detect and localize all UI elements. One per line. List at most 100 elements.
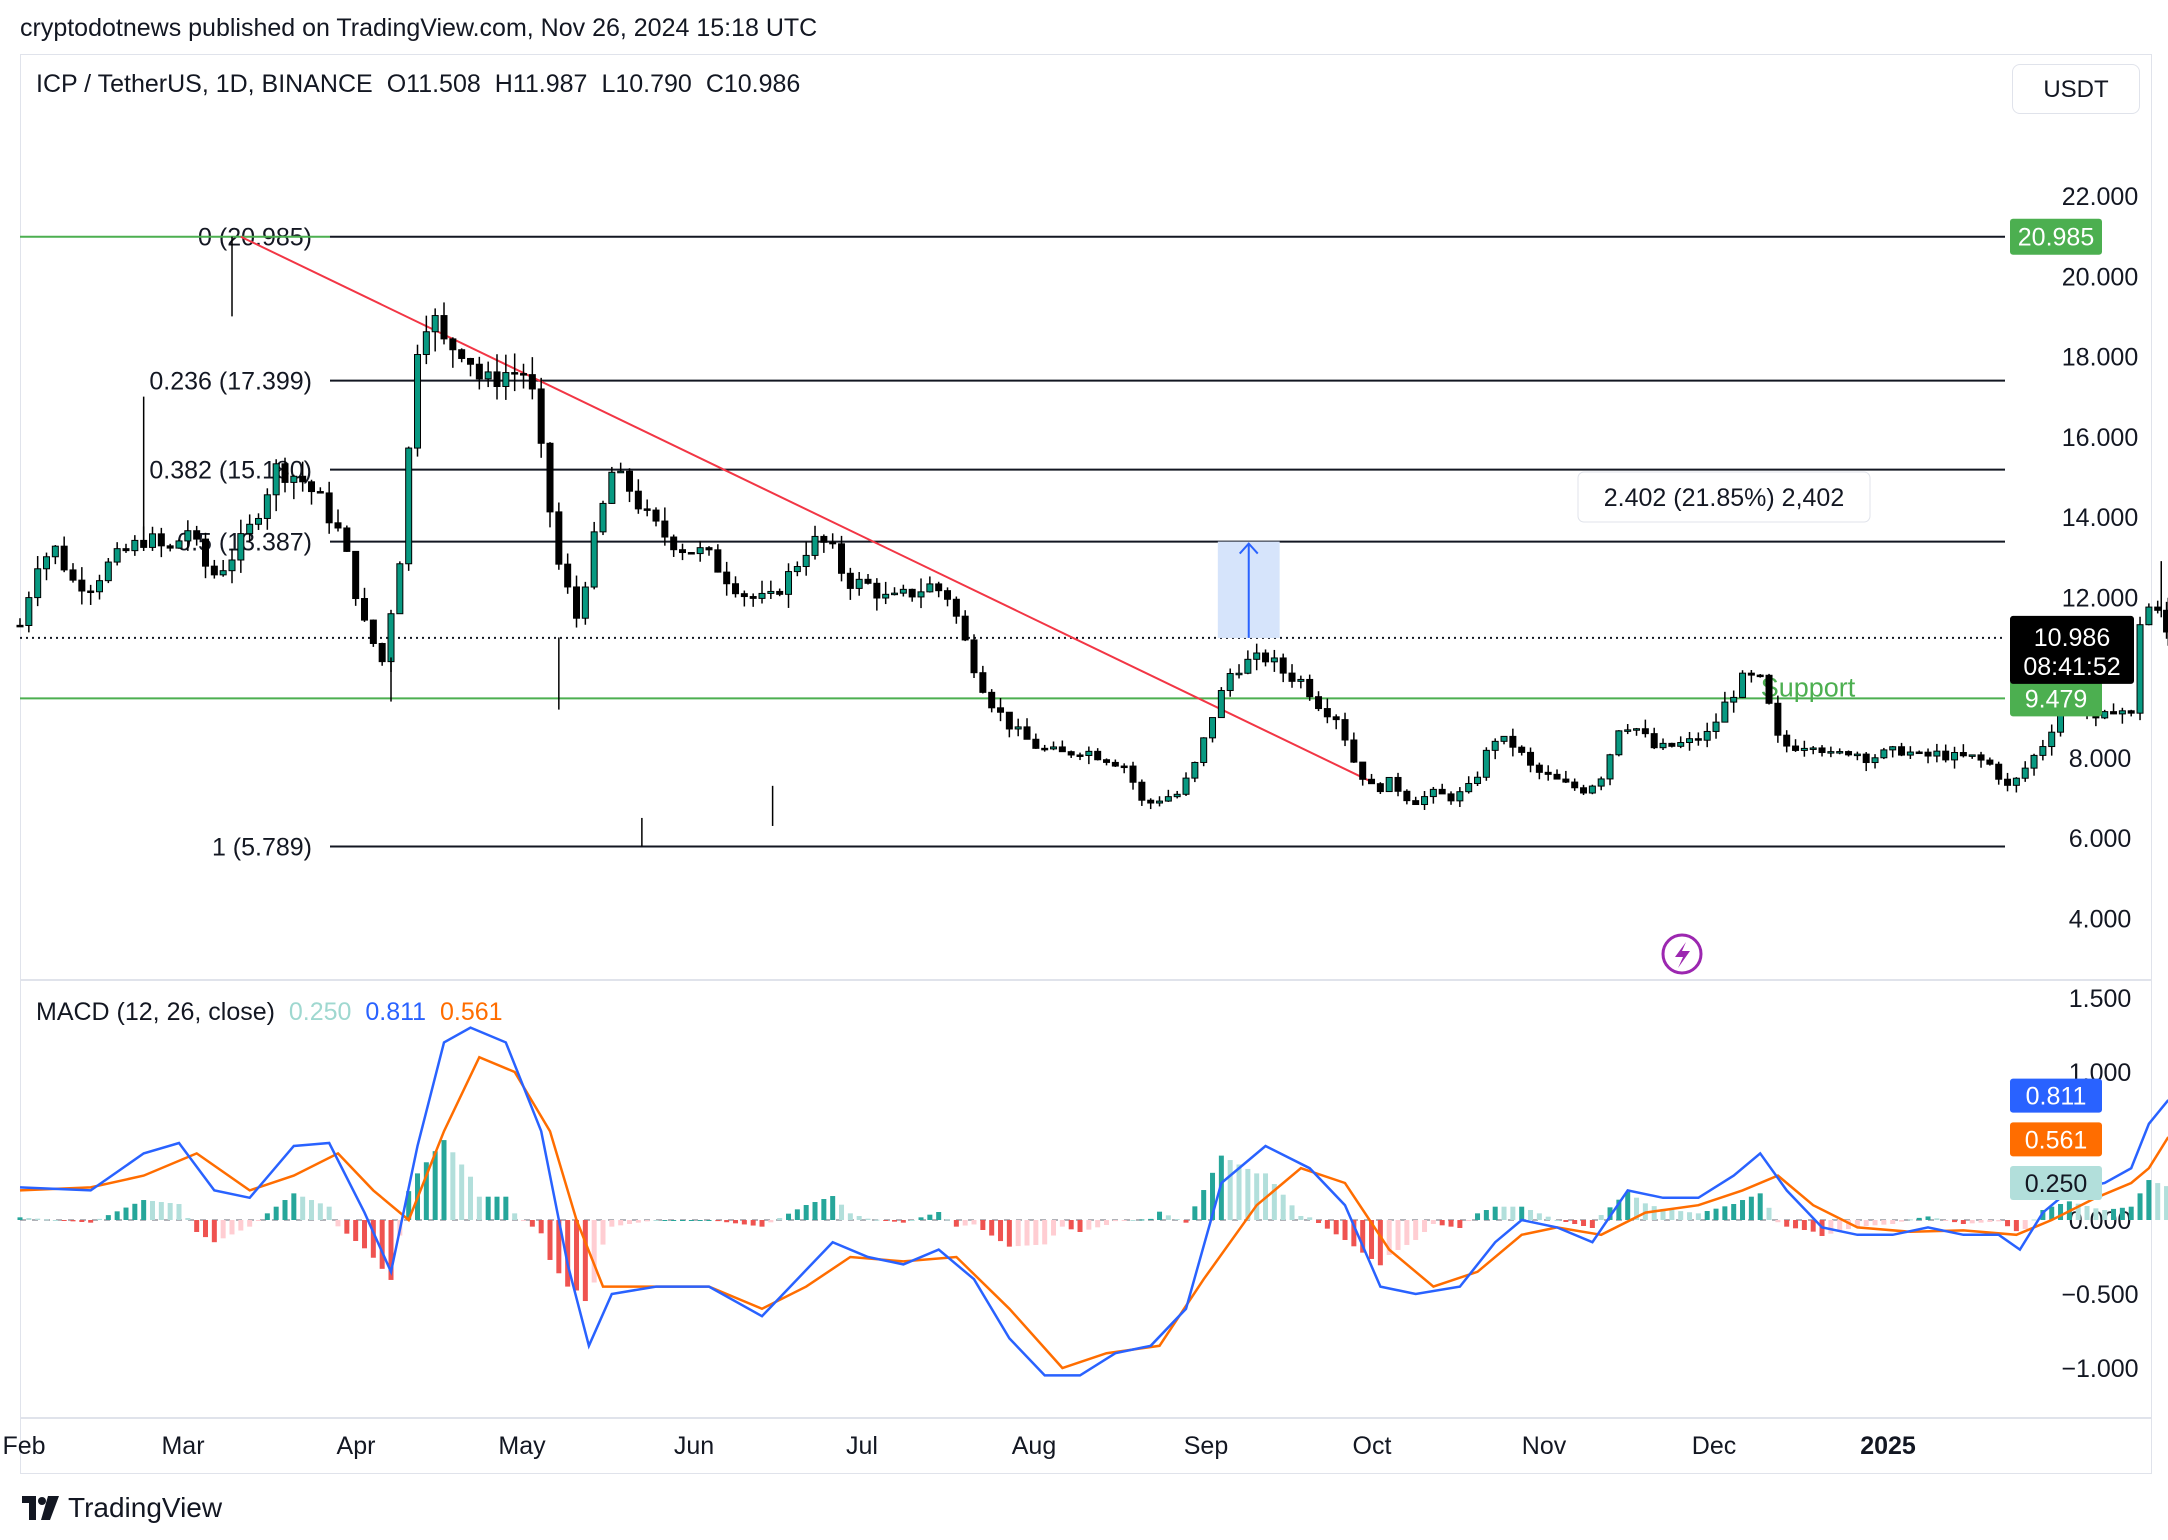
candle-down <box>520 373 528 376</box>
histogram-bar <box>574 1220 580 1291</box>
histogram-bar <box>1978 1220 1984 1223</box>
currency-button[interactable]: USDT <box>2012 64 2140 114</box>
candle-up <box>1500 735 1508 742</box>
histogram-bar <box>1077 1220 1083 1232</box>
histogram-bar <box>1828 1220 1834 1234</box>
candle-down <box>369 619 377 644</box>
histogram-bar <box>653 1220 659 1221</box>
histogram-bar <box>1740 1200 1746 1220</box>
candle-down <box>1862 753 1870 764</box>
candle-up <box>696 547 704 555</box>
histogram-bar <box>423 1162 429 1220</box>
histogram-bar <box>1157 1211 1163 1220</box>
histogram-bar <box>741 1220 747 1225</box>
histogram-bar <box>1033 1220 1039 1245</box>
macd-title[interactable]: MACD (12, 26, close) <box>36 998 275 1026</box>
price-badge-bg <box>2010 680 2102 717</box>
histogram-bar <box>52 1220 58 1221</box>
histogram-bar <box>909 1220 915 1221</box>
histogram-bar <box>1510 1206 1516 1220</box>
candle-up <box>51 545 59 558</box>
histogram-bar <box>1183 1220 1189 1223</box>
histogram-bar <box>1907 1219 1913 1221</box>
candle-up <box>131 539 139 552</box>
candle-down <box>157 533 165 547</box>
candle-up <box>891 592 899 596</box>
candle-down <box>202 538 210 567</box>
candle-down <box>1898 746 1906 756</box>
macd-legend: MACD (12, 26, close) 0.250 0.811 0.561 <box>36 998 503 1027</box>
histogram-bar <box>1369 1220 1375 1259</box>
histogram-bar <box>1316 1220 1322 1223</box>
candle-down <box>1818 747 1826 754</box>
histogram-bar <box>1139 1219 1145 1221</box>
candle-up <box>1482 749 1490 778</box>
candle-up <box>1906 751 1914 756</box>
histogram-bar <box>282 1200 288 1220</box>
measure-label: 2.402 (21.85%) 2,402 <box>1604 484 1844 512</box>
histogram-bar <box>1086 1220 1092 1230</box>
candle-up <box>1633 728 1641 731</box>
histogram-bar <box>786 1213 792 1220</box>
histogram-bar <box>1210 1172 1216 1220</box>
candle-down <box>1509 735 1517 748</box>
histogram-bar <box>1660 1208 1666 1220</box>
histogram-bar <box>1059 1220 1065 1227</box>
histogram-bar <box>1201 1190 1207 1220</box>
histogram-bar <box>1793 1220 1799 1229</box>
last-price-badge-bg <box>2010 615 2134 684</box>
histogram-bar <box>1731 1204 1737 1220</box>
candle-down <box>1544 771 1552 775</box>
tradingview-logo[interactable]: TradingView <box>22 1492 222 1524</box>
candle-up <box>219 570 227 576</box>
candle-up <box>104 561 112 582</box>
histogram-bar <box>1422 1220 1428 1232</box>
histogram-bar <box>1501 1206 1507 1220</box>
symbol-label[interactable]: ICP / TetherUS, 1D, BINANCE <box>36 70 373 98</box>
last-price-value: 10.986 <box>2034 624 2110 652</box>
fib-level-label: 1 (5.789) <box>212 833 312 861</box>
candle-down <box>740 593 748 598</box>
histogram-bar <box>61 1220 67 1221</box>
candle-down <box>1792 745 1800 751</box>
histogram-bar <box>883 1220 889 1221</box>
candle-down <box>1262 652 1270 663</box>
histogram-bar <box>1634 1197 1640 1220</box>
candle-down <box>687 552 695 555</box>
candle-down <box>935 583 943 592</box>
histogram-bar <box>335 1220 341 1227</box>
bar-countdown: 08:41:52 <box>2023 653 2120 681</box>
histogram-bar <box>1492 1206 1498 1220</box>
macd-axis-tick: 1.500 <box>2069 985 2132 1013</box>
histogram-bar <box>1846 1220 1852 1229</box>
histogram-bar <box>176 1204 182 1220</box>
histogram-bar <box>1121 1220 1127 1221</box>
candle-down <box>1942 750 1950 761</box>
histogram-bar <box>927 1214 933 1220</box>
candle-down <box>1288 672 1296 682</box>
histogram-bar <box>1395 1220 1401 1250</box>
candle-down <box>458 349 466 359</box>
histogram-bar <box>1536 1213 1542 1220</box>
histogram-bar <box>1360 1220 1366 1253</box>
histogram-bar <box>768 1220 774 1223</box>
candle-up <box>1429 788 1437 798</box>
histogram-bar <box>1095 1220 1101 1228</box>
histogram-bar <box>141 1200 147 1220</box>
candle-up <box>1085 750 1093 756</box>
publisher-header: cryptodotnews published on TradingView.c… <box>20 14 818 42</box>
histogram-bar <box>1881 1220 1887 1225</box>
candle-down <box>1067 751 1075 756</box>
candle-down <box>1341 719 1349 741</box>
candle-down <box>908 588 916 598</box>
candle-down <box>1438 788 1446 795</box>
candle-up <box>1659 742 1667 749</box>
candle-up <box>396 563 404 615</box>
candle-up <box>926 583 934 593</box>
histogram-bar <box>1678 1211 1684 1220</box>
histogram-bar <box>1148 1218 1154 1220</box>
candle-up <box>25 597 33 626</box>
histogram-bar <box>1104 1220 1110 1225</box>
candle-down <box>1783 734 1791 747</box>
